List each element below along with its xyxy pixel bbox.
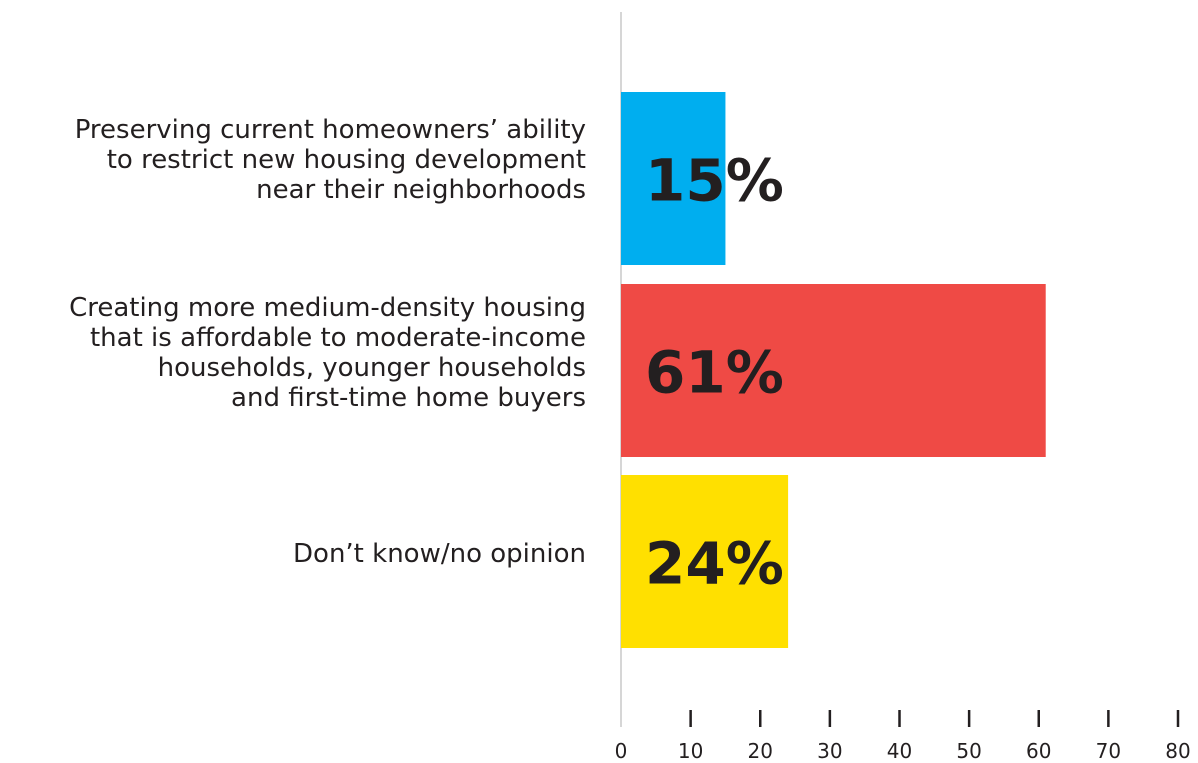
bar-value-label-1: 61% xyxy=(645,339,784,407)
x-tick-label-2: 20 xyxy=(748,739,773,763)
x-tick-label-8: 80 xyxy=(1165,739,1190,763)
category-label-2: Don’t know/no opinion xyxy=(293,539,586,569)
bar-1 xyxy=(621,284,1046,457)
bars: 15% 61% 24% xyxy=(621,92,1046,648)
x-tick-label-1: 10 xyxy=(678,739,703,763)
x-tick-label-0: 0 xyxy=(615,739,628,763)
bar-value-label-0: 15% xyxy=(645,147,784,215)
bar-2 xyxy=(621,475,789,648)
x-tick-label-7: 70 xyxy=(1096,739,1121,763)
x-tick-label-3: 30 xyxy=(817,739,842,763)
x-tick-label-6: 60 xyxy=(1026,739,1051,763)
bar-value-label-2: 24% xyxy=(645,530,784,598)
bar-0 xyxy=(621,92,726,265)
category-label-1: Creating more medium-density housing tha… xyxy=(69,293,586,413)
x-tick-label-4: 40 xyxy=(887,739,912,763)
x-tick-label-5: 50 xyxy=(956,739,981,763)
x-axis: 0 10 20 30 40 50 60 70 80 xyxy=(615,710,1191,763)
category-label-0: Preserving current homeowners’ ability t… xyxy=(74,115,586,205)
